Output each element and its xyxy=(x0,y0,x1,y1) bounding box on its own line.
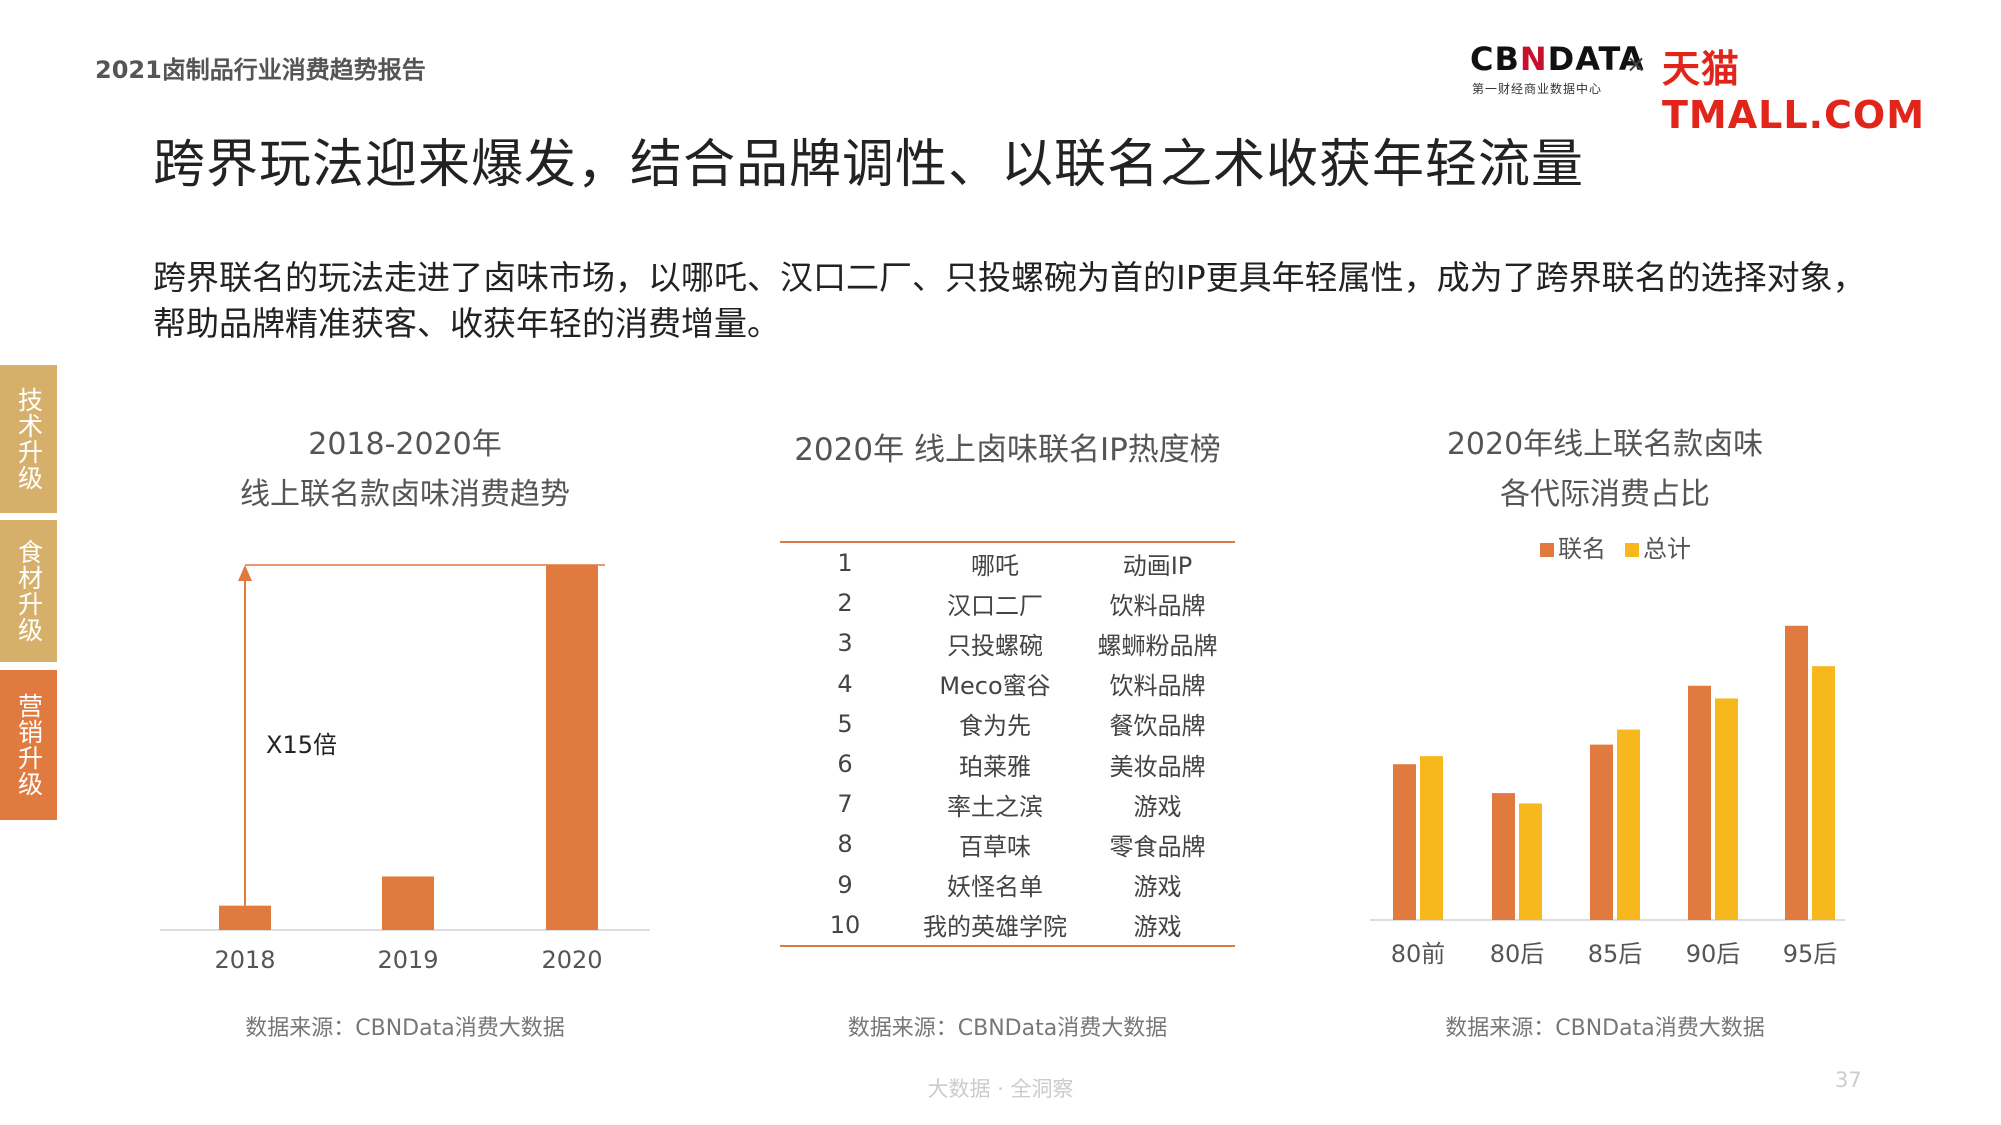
ip-ranking-table: 1 哪吒 动画IP 2 汉口二厂 饮料品牌 3 只投螺碗 螺蛳粉品牌 4 Meco蜜谷 饮料品牌 5 食为… xyxy=(780,541,1235,947)
legend-swatch-0 xyxy=(1540,543,1554,557)
table-row: 8 百草味 零食品牌 xyxy=(780,824,1235,864)
rank-cell: 3 xyxy=(837,629,853,658)
chart3-title: 2020年线上联名款卤味 各代际消费占比 xyxy=(1380,420,1830,520)
table-row: 6 珀莱雅 美妆品牌 xyxy=(780,744,1235,784)
ip-name-cell: 汉口二厂 xyxy=(947,591,1043,620)
ip-category-cell: 饮料品牌 xyxy=(1109,591,1206,620)
side-tab-tech-upgrade[interactable]: 技术升级 xyxy=(0,365,57,513)
chart3-tick-label: 95后 xyxy=(1783,940,1838,968)
partner-logos: CBNDATA 第一财经商业数据中心 × 天猫TMALL.COM xyxy=(1470,40,1924,137)
legend-label: 联名 xyxy=(1558,535,1606,563)
chart1-source: 数据来源：CBNData消费大数据 xyxy=(245,1016,565,1041)
ip-category-cell: 餐饮品牌 xyxy=(1109,712,1206,741)
chart1-tick-label: 2018 xyxy=(214,946,275,974)
rank-cell: 6 xyxy=(837,750,853,779)
tmall-logo: 天猫TMALL.COM xyxy=(1662,47,1926,137)
ip-name-cell: 食为先 xyxy=(959,712,1031,741)
table-row: 2 汉口二厂 饮料品牌 xyxy=(780,583,1235,623)
legend-swatch-1 xyxy=(1625,543,1639,557)
page-number: 37 xyxy=(1835,1068,1862,1092)
rank-cell: 5 xyxy=(837,709,853,738)
table-row: 3 只投螺碗 螺蛳粉品牌 xyxy=(780,623,1235,663)
rank-cell: 7 xyxy=(837,790,853,819)
chart1-tick-label: 2020 xyxy=(541,946,602,974)
chart1-trend-bar-chart: 2018 2019 2020 X15倍 xyxy=(160,564,650,974)
chart1-bar-2020 xyxy=(546,565,598,930)
report-title: 2021卤制品行业消费趋势报告 xyxy=(95,56,426,84)
ip-category-cell: 饮料品牌 xyxy=(1109,672,1206,701)
chart3-bar-95后-总计 xyxy=(1812,666,1835,920)
rank-cell: 2 xyxy=(837,589,853,618)
ip-category-cell: 游戏 xyxy=(1133,792,1182,821)
chart1-annotation: X15倍 xyxy=(266,731,337,759)
side-tab-marketing-upgrade[interactable]: 营销升级 xyxy=(0,670,57,820)
chart3-bar-85后-联名 xyxy=(1590,744,1613,920)
chart3-bar-95后-联名 xyxy=(1785,625,1808,920)
rank-cell: 9 xyxy=(837,870,853,899)
chart3-title-line2: 各代际消费占比 xyxy=(1500,477,1710,512)
chart1-title-line1: 2018-2020年 xyxy=(308,427,502,462)
chart3-bar-90后-总计 xyxy=(1715,698,1738,920)
ip-category-cell: 游戏 xyxy=(1133,913,1182,942)
chart3-legend: 联名 总计 xyxy=(1540,535,1691,563)
page-description: 跨界联名的玩法走进了卤味市场，以哪吒、汉口二厂、只投螺碗为首的IP更具年轻属性，… xyxy=(153,258,1866,343)
side-tab-ingredient-upgrade[interactable]: 食材升级 xyxy=(0,520,57,662)
rank-cell: 4 xyxy=(837,669,853,698)
chart2-title: 2020年 线上卤味联名IP热度榜 xyxy=(794,432,1221,468)
ip-category-cell: 游戏 xyxy=(1133,873,1182,902)
table-row: 7 率土之滨 游戏 xyxy=(780,784,1235,824)
chart3-tick-label: 90后 xyxy=(1686,940,1741,968)
chart1-title-line2: 线上联名款卤味消费趋势 xyxy=(240,477,570,512)
chart3-bar-80前-总计 xyxy=(1420,756,1443,920)
chart3-tick-label: 80前 xyxy=(1391,940,1446,968)
table-row: 4 Meco蜜谷 饮料品牌 xyxy=(780,664,1235,704)
rank-cell: 8 xyxy=(837,830,853,859)
ip-name-cell: 我的英雄学院 xyxy=(923,913,1067,942)
chart3-bar-80后-总计 xyxy=(1519,803,1542,920)
chart1-tick-label: 2019 xyxy=(377,946,438,974)
page-title: 跨界玩法迎来爆发，结合品牌调性、以联名之术收获年轻流量 xyxy=(153,135,1585,195)
ip-category-cell: 美妆品牌 xyxy=(1109,752,1206,781)
chart3-tick-label: 80后 xyxy=(1490,940,1545,968)
chart1-title: 2018-2020年 线上联名款卤味消费趋势 xyxy=(160,420,650,520)
ip-name-cell: 珀莱雅 xyxy=(959,752,1031,781)
ip-category-cell: 螺蛳粉品牌 xyxy=(1097,631,1218,660)
table-row: 1 哪吒 动画IP xyxy=(780,543,1235,583)
ip-name-cell: 百草味 xyxy=(959,832,1031,861)
chart2-source: 数据来源：CBNData消费大数据 xyxy=(847,1016,1168,1041)
footer-slogan: 大数据 · 全洞察 xyxy=(927,1077,1074,1101)
chart3-bar-80后-联名 xyxy=(1492,793,1515,920)
chart3-bar-80前-联名 xyxy=(1393,764,1416,920)
chart3-bar-90后-联名 xyxy=(1688,685,1711,920)
chart3-generation-bar-chart: 联名 总计 80前 80后 85后 90后 95后 xyxy=(1370,535,1845,968)
table-top-rule xyxy=(780,541,1235,543)
ip-category-cell: 动画IP xyxy=(1122,551,1193,580)
ip-category-cell: 零食品牌 xyxy=(1109,832,1206,861)
chart3-title-line1: 2020年线上联名款卤味 xyxy=(1446,427,1764,462)
table-row: 10 我的英雄学院 游戏 xyxy=(780,905,1235,945)
ip-name-cell: 率土之滨 xyxy=(947,792,1043,821)
chart3-source: 数据来源：CBNData消费大数据 xyxy=(1445,1016,1765,1041)
ip-name-cell: 只投螺碗 xyxy=(947,631,1043,660)
rank-cell: 1 xyxy=(837,549,853,578)
ip-name-cell: Meco蜜谷 xyxy=(939,672,1051,701)
ip-name-cell: 妖怪名单 xyxy=(947,873,1043,902)
cbndata-logo: CBNDATA xyxy=(1470,40,1645,78)
table-row: 5 食为先 餐饮品牌 xyxy=(780,704,1235,744)
times-icon: × xyxy=(1626,50,1647,78)
chart1-bar-2018 xyxy=(219,905,271,930)
chart3-tick-label: 85后 xyxy=(1588,940,1643,968)
cbndata-logo-subtitle: 第一财经商业数据中心 xyxy=(1472,82,1603,96)
table-row: 9 妖怪名单 游戏 xyxy=(780,865,1235,905)
rank-cell: 10 xyxy=(829,910,861,939)
chart1-arrow-head-icon xyxy=(238,565,252,581)
legend-label: 总计 xyxy=(1643,535,1691,563)
chart1-bar-2019 xyxy=(382,876,434,930)
table-bottom-rule xyxy=(780,944,1235,947)
chart3-bar-85后-总计 xyxy=(1617,729,1640,920)
ip-name-cell: 哪吒 xyxy=(971,551,1019,580)
